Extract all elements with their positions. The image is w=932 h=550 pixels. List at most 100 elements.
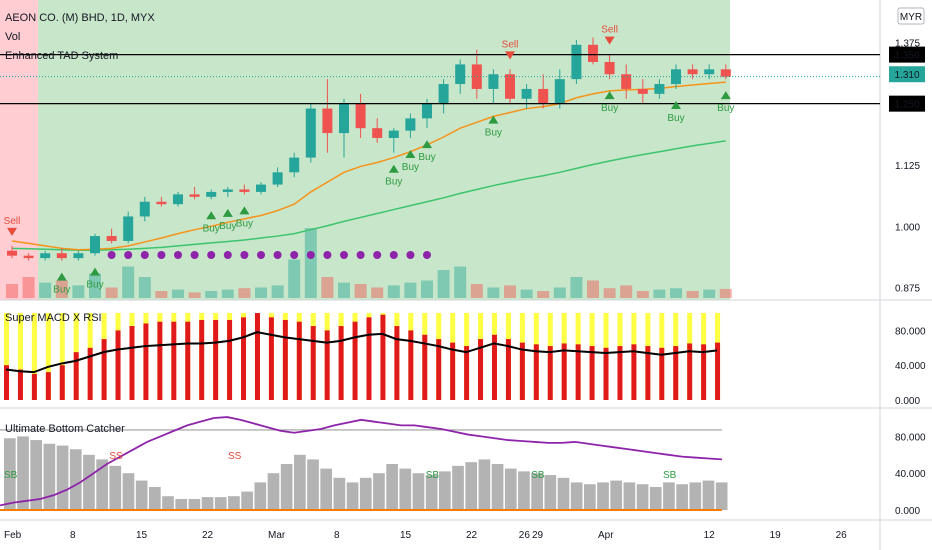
ss-label: SS <box>109 451 123 462</box>
ubc-histogram-bar <box>597 482 609 510</box>
buy-arrow <box>90 267 100 276</box>
currency-box[interactable] <box>897 7 925 25</box>
volume-bar <box>172 289 184 298</box>
volume-bar <box>537 291 550 298</box>
candle-body <box>289 157 300 173</box>
signal-dot <box>323 251 332 259</box>
ubc-panel-label: Ultimate Bottom Catcher <box>5 423 125 435</box>
signal-dot <box>356 251 365 259</box>
macd-bar <box>464 346 470 400</box>
signal-dot <box>340 251 348 259</box>
volume-bar <box>387 285 400 298</box>
candle-body <box>90 236 100 254</box>
time-tick-label: 29 <box>532 530 544 541</box>
volume-bar <box>487 287 500 298</box>
time-tick-label: 26 <box>519 530 531 541</box>
volume-legend: Vol <box>5 31 20 43</box>
volume-bar <box>653 289 666 298</box>
time-tick-label: Feb <box>4 530 22 541</box>
sell-arrow <box>7 227 17 236</box>
signal-dot <box>140 251 149 259</box>
bearish-background-zone <box>0 0 38 300</box>
macd-bar <box>533 344 539 400</box>
macd-bar <box>366 317 372 400</box>
volume-bar <box>404 282 417 298</box>
candle-body <box>671 69 681 85</box>
signal-dot <box>406 251 415 259</box>
macd-bar <box>631 344 637 400</box>
candle-body <box>588 44 598 62</box>
macd-bar <box>17 369 23 400</box>
macd-bar <box>45 372 51 400</box>
candle-body <box>56 253 67 259</box>
macd-bar <box>185 321 191 400</box>
macd-bar <box>659 347 665 400</box>
price-marker-label: 1.250 <box>894 100 919 111</box>
macd-bar <box>701 344 707 400</box>
time-tick-label: 8 <box>70 530 76 541</box>
macd-bar <box>561 343 567 400</box>
ubc-oscillator <box>0 416 723 511</box>
volume-bar <box>670 288 682 298</box>
buy-arrow <box>604 91 615 100</box>
candle-body <box>339 103 349 134</box>
signal-dot <box>223 251 232 259</box>
time-tick-label: 8 <box>334 530 340 541</box>
buy-label: Buy <box>402 162 419 173</box>
volume-bar <box>105 287 118 298</box>
volume-bar <box>138 277 151 298</box>
macd-bar <box>645 346 651 400</box>
macd-bar <box>101 339 107 400</box>
ubc-histogram-bar <box>149 487 161 510</box>
buy-arrow <box>239 206 250 215</box>
ubc-histogram-bar <box>188 498 201 510</box>
buy-label: Buy <box>203 223 220 234</box>
volume-bar <box>686 291 699 298</box>
macd-bar <box>59 365 65 400</box>
volume-bar <box>205 291 218 298</box>
macd-background-bar <box>17 313 23 400</box>
candle-body <box>222 189 233 192</box>
signal-dot <box>107 251 116 259</box>
ubc-histogram-bar <box>478 459 491 510</box>
buy-arrow <box>671 100 681 109</box>
macd-background-bar <box>45 313 51 400</box>
macd-bar <box>352 321 358 400</box>
volume-bar <box>39 282 52 298</box>
buy-label: Buy <box>667 113 684 124</box>
ubc-histogram-bar <box>359 477 372 510</box>
volume-bar <box>255 287 267 298</box>
macd-bar <box>143 323 149 400</box>
volume-bar <box>221 289 234 298</box>
macd-bar <box>115 330 121 400</box>
signal-dot <box>124 251 133 259</box>
candle-body <box>488 74 499 89</box>
chart-title: AEON CO. (M) BHD, 1D, MYX <box>5 12 155 24</box>
ubc-histogram-bar <box>702 480 715 510</box>
ubc-histogram-bar <box>636 484 649 510</box>
candle-body <box>438 84 449 104</box>
rsi-polyline <box>5 331 718 374</box>
ubc-oscillator-line <box>0 416 723 507</box>
volume-bar <box>437 270 450 298</box>
candle-body <box>7 250 17 256</box>
macd-bar <box>254 313 260 400</box>
ubc-histogram-bar <box>584 484 596 510</box>
volume-bar <box>155 291 168 298</box>
signal-dot <box>257 251 265 259</box>
macd-bar <box>589 346 595 400</box>
candle-body <box>239 189 250 192</box>
ubc-histogram-bar <box>570 482 583 510</box>
macd-bar <box>380 314 386 400</box>
macd-bar <box>31 373 37 400</box>
volume-bar <box>371 287 384 298</box>
macd-bar <box>199 319 205 400</box>
ubc-axis: 80.000 40.000 0.000 <box>895 432 926 517</box>
signal-dot <box>290 251 299 259</box>
time-tick-label: 15 <box>400 530 412 541</box>
ubc-histogram-bar <box>254 482 267 510</box>
macd-bar <box>575 344 581 400</box>
price-tick-label: 1.375 <box>895 38 920 49</box>
candle-body <box>505 74 515 99</box>
macd-bar <box>450 342 456 400</box>
